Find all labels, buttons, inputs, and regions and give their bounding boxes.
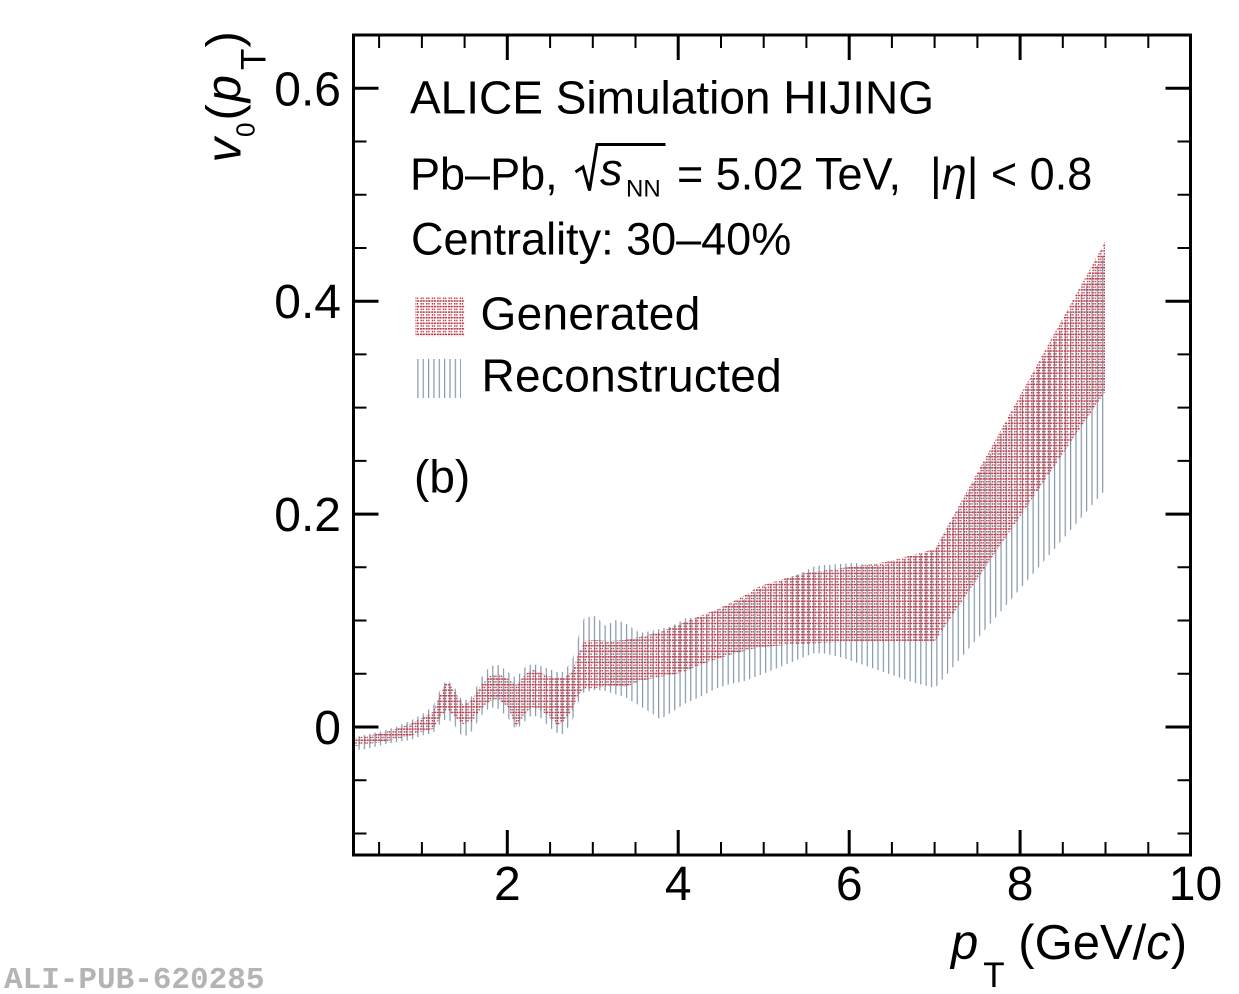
svg-text:NN: NN xyxy=(626,176,661,203)
svg-text:|η| < 0.8: |η| < 0.8 xyxy=(930,149,1092,200)
svg-text:v0(pT): v0(pT) xyxy=(198,31,274,162)
svg-text:s: s xyxy=(600,144,623,195)
svg-text:ALI-PUB-620285: ALI-PUB-620285 xyxy=(4,963,264,994)
svg-text:Centrality: 30–40%: Centrality: 30–40% xyxy=(411,214,791,265)
svg-text:pT (GeV/c): pT (GeV/c) xyxy=(949,916,1187,994)
svg-text:= 5.02 TeV,: = 5.02 TeV, xyxy=(677,149,901,200)
svg-text:6: 6 xyxy=(836,858,863,911)
svg-text:Generated: Generated xyxy=(481,288,701,340)
svg-text:10: 10 xyxy=(1169,858,1222,911)
svg-text:4: 4 xyxy=(665,858,692,911)
svg-text:8: 8 xyxy=(1007,858,1034,911)
svg-text:0: 0 xyxy=(314,702,341,755)
svg-text:(b): (b) xyxy=(414,451,470,503)
svg-text:0.6: 0.6 xyxy=(274,63,341,116)
svg-text:Reconstructed: Reconstructed xyxy=(482,350,783,402)
svg-text:2: 2 xyxy=(494,858,521,911)
svg-text:0.4: 0.4 xyxy=(274,276,341,329)
svg-text:0.2: 0.2 xyxy=(274,489,341,542)
svg-text:Pb–Pb,: Pb–Pb, xyxy=(410,149,558,200)
svg-text:ALICE Simulation HIJING: ALICE Simulation HIJING xyxy=(410,71,934,123)
